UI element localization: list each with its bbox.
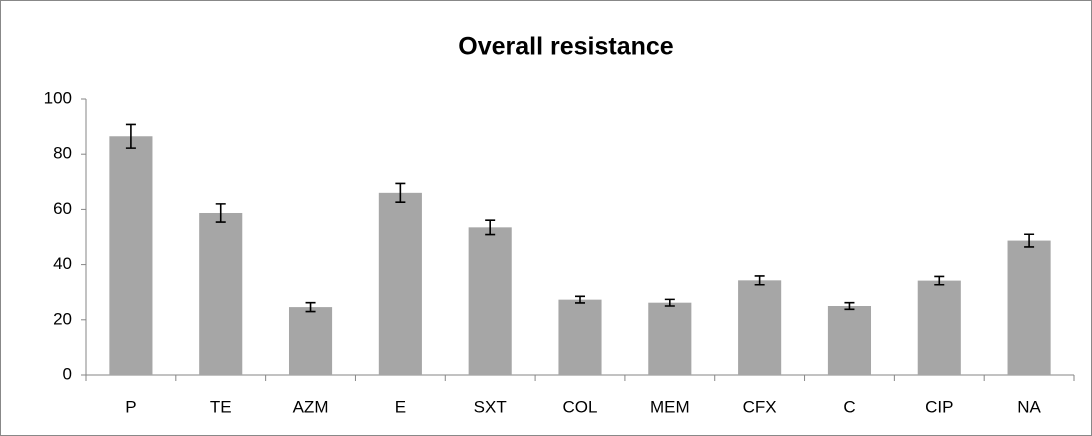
y-tick-label: 80 — [53, 144, 72, 163]
error-bar — [754, 275, 765, 286]
bar — [738, 280, 782, 375]
y-tick-label: 60 — [53, 199, 72, 218]
error-bar — [215, 203, 226, 223]
bar — [468, 227, 512, 375]
x-tick-label: MEM — [650, 397, 690, 416]
x-tick-label: NA — [1017, 397, 1041, 416]
x-tick-label: CFX — [743, 397, 777, 416]
x-tick-label: E — [395, 397, 406, 416]
x-tick-label: C — [843, 397, 855, 416]
error-bar — [395, 182, 406, 204]
bar — [1007, 240, 1051, 375]
y-tick-label: 100 — [44, 88, 72, 107]
chart-title: Overall resistance — [458, 33, 674, 61]
bar — [917, 280, 961, 375]
bar — [378, 192, 422, 375]
x-tick-label: SXT — [474, 397, 507, 416]
x-tick-label: CIP — [925, 397, 953, 416]
bar — [648, 302, 692, 375]
bar — [558, 299, 602, 375]
error-bar — [125, 123, 136, 149]
error-bar — [844, 301, 855, 311]
error-bar — [575, 295, 585, 304]
error-bar — [485, 219, 496, 236]
error-bar — [664, 298, 675, 307]
bar — [109, 136, 153, 375]
error-bar — [305, 301, 316, 313]
x-tick-label: AZM — [293, 397, 329, 416]
bar — [199, 212, 243, 375]
error-bar — [934, 275, 945, 286]
y-tick-label: 0 — [63, 364, 72, 383]
y-tick-label: 20 — [53, 309, 72, 328]
y-tick-label: 40 — [53, 254, 72, 273]
x-tick-label: TE — [210, 397, 232, 416]
x-tick-label: COL — [563, 397, 598, 416]
error-bar — [1024, 233, 1035, 248]
x-tick-label: P — [125, 397, 136, 416]
bar — [288, 307, 333, 375]
bar — [827, 306, 872, 375]
